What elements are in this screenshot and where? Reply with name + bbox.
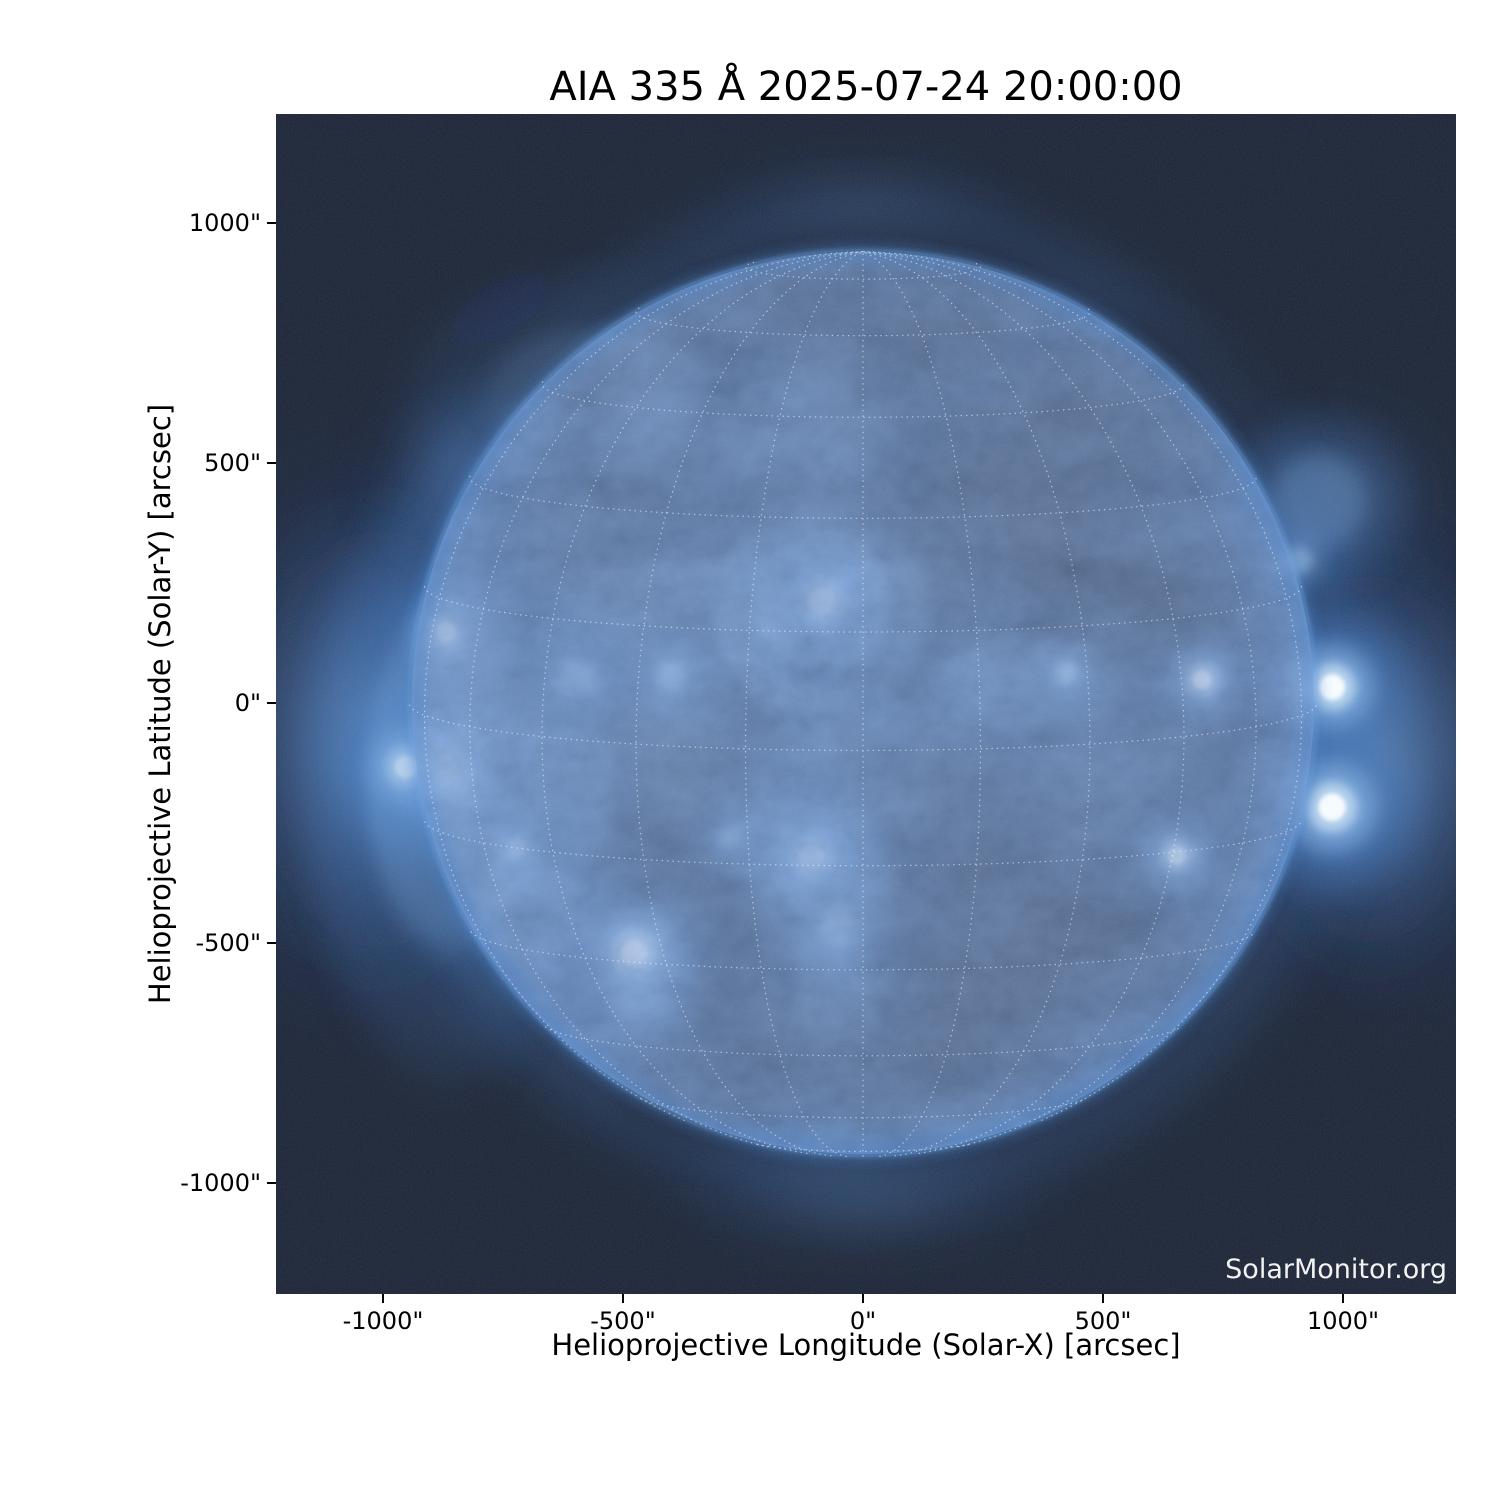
y-tick-label: -500" <box>195 929 261 957</box>
x-tick-mark <box>1102 1294 1104 1303</box>
y-tick-mark <box>267 942 276 944</box>
x-tick-mark <box>622 1294 624 1303</box>
x-tick-label: -500" <box>590 1307 656 1335</box>
y-tick-mark <box>267 462 276 464</box>
x-tick-label: 1000" <box>1306 1307 1380 1335</box>
watermark-credit: SolarMonitor.org <box>1225 1254 1447 1285</box>
plot-area <box>276 114 1456 1294</box>
page-title: AIA 335 Å 2025-07-24 20:00:00 <box>549 64 1183 110</box>
x-tick-mark <box>1342 1294 1344 1303</box>
x-tick-label: 0" <box>849 1307 877 1335</box>
y-tick-mark <box>267 222 276 224</box>
y-tick-mark <box>267 702 276 704</box>
x-tick-mark <box>862 1294 864 1303</box>
y-tick-label: 1000" <box>188 209 261 237</box>
y-tick-label: -1000" <box>180 1169 261 1197</box>
x-axis-label: Helioprojective Longitude (Solar-X) [arc… <box>551 1328 1181 1362</box>
y-tick-mark <box>267 1182 276 1184</box>
x-tick-label: 500" <box>1074 1307 1132 1335</box>
x-tick-mark <box>382 1294 384 1303</box>
y-tick-label: 0" <box>234 689 261 717</box>
solar-image <box>276 114 1456 1294</box>
y-tick-label: 500" <box>204 449 261 477</box>
film-grain-overlay <box>276 114 1456 1294</box>
x-tick-label: -1000" <box>342 1307 424 1335</box>
